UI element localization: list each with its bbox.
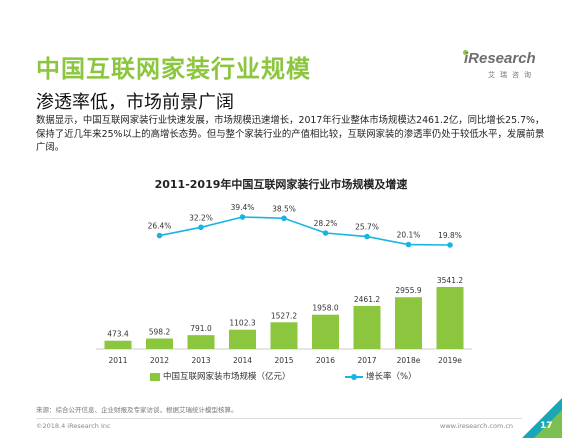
x-tick-label: 2015 [274,356,293,365]
bar-value-label: 3541.2 [437,276,463,285]
growth-point-2012 [156,232,163,239]
bar-2013 [187,335,215,349]
bar-value-label: 1102.3 [229,319,255,328]
iresearch-logo: iResearch 艾瑞咨询 [462,50,554,86]
growth-point-2014 [239,214,246,220]
bar-2016 [312,314,339,349]
copyright: ©2018.4 iResearch Inc [36,422,111,430]
x-tick-label: 2018e [397,356,421,365]
bar-value-label: 1527.2 [271,311,297,320]
bar-value-label: 791.0 [190,324,212,333]
bar-2015 [270,322,298,349]
growth-value-label: 28.2% [314,219,338,228]
logo-dot-icon [463,50,468,55]
bars-group [104,287,464,349]
growth-value-label: 39.4% [231,203,255,212]
growth-labels-group: 26.4% 32.2% 39.4% 38.5% 28.2% 25.7% 20.1% 19.8% [148,203,462,240]
x-tick-label: 2013 [191,356,210,365]
growth-rate-line [159,216,451,246]
bar-value-label: 598.2 [149,328,171,337]
page-number: 17 [540,421,553,431]
legend-label-scale: 中国互联网家装市场规模（亿元） [163,372,291,382]
logo-sub: 艾瑞咨询 [488,71,536,79]
footer-divider [36,418,522,419]
bar-value-label: 1958.0 [312,304,338,313]
bar-2012 [146,338,173,349]
growth-point-2017 [364,233,370,240]
page-title: 中国互联网家装行业规模 [36,55,311,83]
source-note: 来源：综合公开信息、企业财报及专家访谈，根据艾瑞统计模型核算。 [36,406,238,414]
summary-paragraph: 数据显示，中国互联网家装行业快速发展，市场规模迅速增长，2017年行业整体市场规… [36,115,545,153]
bar-2014 [229,329,256,349]
growth-value-label: 38.5% [272,204,296,213]
legend-item-scale: 中国互联网家装市场规模（亿元） [150,370,291,382]
x-tick-label: 2012 [150,356,169,365]
bar-value-label: 2955.9 [395,286,421,295]
bar-value-label: 473.4 [107,330,129,339]
chart-title: 2011-2019年中国互联网家装行业市场规模及增速 [154,178,408,191]
x-tick-label: 2019e [438,356,462,365]
bar-2019e [436,287,464,349]
bar-2017 [353,305,381,349]
legend-line-swatch [345,373,363,380]
x-tick-label: 2011 [108,356,127,365]
growth-value-label: 32.2% [189,213,213,222]
legend-label-growth: 增长率（%） [366,372,417,382]
chart-legend: 中国互联网家装市场规模（亿元） 增长率（%） [0,370,562,384]
x-tick-label: 2017 [357,356,376,365]
growth-point-2019e [447,242,453,248]
logo-brand: iResearch [464,50,536,67]
page-subtitle: 渗透率低，市场前景广阔 [36,92,234,113]
growth-value-label: 19.8% [438,231,462,240]
growth-points-group [156,214,453,248]
growth-point-2013 [198,224,204,231]
growth-value-label: 25.7% [355,223,379,232]
legend-item-growth: 增长率（%） [345,370,417,382]
corner-triangle-icon [522,398,562,438]
bar-value-label: 2461.2 [354,295,380,304]
legend-bar-swatch [150,372,160,381]
growth-point-2018e [405,241,412,248]
x-tick-label: 2014 [233,356,252,365]
growth-point-2015 [281,215,287,222]
bar-2011 [104,340,132,349]
bar-2018e [395,297,422,349]
growth-value-label: 20.1% [397,231,421,240]
growth-point-2016 [322,230,329,236]
website-link: www.iresearch.com.cn [440,422,514,430]
x-tick-label: 2016 [316,356,335,365]
growth-value-label: 26.4% [148,222,172,231]
x-tick-labels: 2011 2012 2013 2014 2015 2016 2017 2018e 2019e [108,356,462,365]
bar-labels-group: 473.4 598.2 791.0 1102.3 1527.2 1958.0 2461.2 2… [107,276,463,339]
